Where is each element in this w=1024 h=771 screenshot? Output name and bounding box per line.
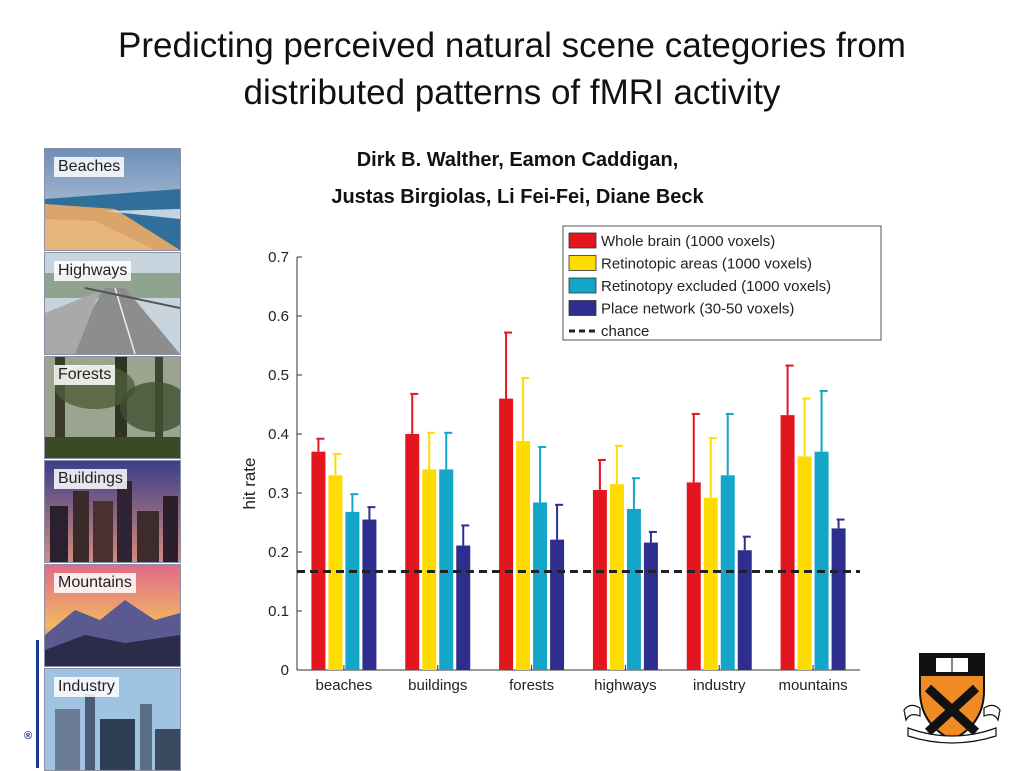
thumbnail-beaches: Beaches (44, 148, 181, 251)
hit-rate-chart: 0 0.1 0.2 0.3 0.4 0.5 0.6 0.7 hit rate beaches bui… (240, 225, 882, 694)
princeton-crest-icon (903, 653, 1001, 744)
y-tick-label: 0.7 (268, 249, 289, 266)
legend-swatch-3 (568, 300, 597, 316)
thumbnail-label: Highways (54, 261, 132, 281)
thumbnail-forests: Forests (44, 356, 181, 459)
bar-mountains-series-2 (814, 451, 829, 670)
thumbnail-label: Industry (54, 677, 119, 697)
legend-label-chance: chance (601, 323, 649, 340)
y-tick-label: 0.5 (268, 367, 289, 384)
title-line-2: distributed patterns of fMRI activity (243, 73, 781, 112)
bar-forests-series-0 (499, 398, 514, 670)
bar-buildings-series-1 (422, 469, 437, 670)
legend-label-0: Whole brain (1000 voxels) (601, 233, 775, 250)
bar-industry-series-1 (703, 497, 718, 670)
bar-buildings-series-3 (456, 545, 471, 670)
bar-highways-series-1 (609, 484, 624, 670)
x-tick-label-beaches: beaches (316, 677, 373, 694)
legend-label-3: Place network (30-50 voxels) (601, 301, 794, 318)
x-tick-label-buildings: buildings (408, 677, 467, 694)
y-tick-label: 0.3 (268, 485, 289, 502)
thumbnail-buildings: Buildings (44, 460, 181, 563)
thumbnail-industry: Industry (44, 668, 181, 771)
x-tick-label-industry: industry (693, 677, 746, 694)
legend-swatch-0 (568, 232, 597, 249)
bar-mountains-series-3 (831, 528, 846, 670)
bar-forests-series-2 (533, 502, 548, 670)
x-tick-label-highways: highways (594, 677, 657, 694)
bar-highways-series-0 (592, 490, 607, 670)
y-tick-label: 0.4 (268, 426, 289, 443)
legend-swatch-2 (568, 277, 597, 294)
thumbnail-label: Beaches (54, 157, 125, 177)
bar-mountains-series-1 (797, 456, 812, 670)
bar-beaches-series-1 (328, 475, 343, 670)
bar-industry-series-3 (737, 550, 752, 670)
legend-label-2: Retinotopy excluded (1000 voxels) (601, 278, 831, 295)
y-tick-label: 0.6 (268, 308, 289, 325)
y-tick-label: 0.2 (268, 544, 289, 561)
thumbnail-label: Forests (54, 365, 116, 385)
bar-beaches-series-2 (345, 511, 360, 670)
slide-title: Predicting perceived natural scene categ… (0, 22, 1024, 116)
y-tick-label: 0 (281, 662, 289, 679)
y-tick-label: 0.1 (268, 603, 289, 620)
bar-highways-series-2 (626, 508, 641, 670)
thumbnail-label: Mountains (54, 573, 136, 593)
left-accent-bar (36, 640, 39, 768)
bar-beaches-series-0 (311, 451, 326, 670)
y-axis-label: hit rate (240, 458, 259, 510)
bar-forests-series-3 (550, 539, 565, 670)
bar-forests-series-1 (516, 441, 531, 670)
thumbnail-mountains: Mountains (44, 564, 181, 667)
legend-label-1: Retinotopic areas (1000 voxels) (601, 256, 812, 273)
thumbnail-highways: Highways (44, 252, 181, 355)
bar-beaches-series-3 (362, 519, 377, 670)
title-line-1: Predicting perceived natural scene categ… (118, 26, 906, 65)
legend-swatch-1 (568, 255, 597, 271)
bar-mountains-series-0 (780, 415, 795, 670)
x-tick-label-mountains: mountains (778, 677, 847, 694)
x-tick-label-forests: forests (509, 677, 554, 694)
bar-highways-series-3 (643, 542, 658, 670)
bar-buildings-series-2 (439, 469, 454, 670)
authors-line-2: Justas Birgiolas, Li Fei-Fei, Diane Beck (331, 186, 704, 208)
registered-mark: ® (24, 730, 33, 742)
authors-line-1: Dirk B. Walther, Eamon Caddigan, (356, 149, 679, 171)
thumbnail-label: Buildings (54, 469, 127, 489)
legend-box (562, 225, 882, 341)
bar-buildings-series-0 (405, 434, 420, 670)
bar-industry-series-0 (686, 482, 701, 670)
